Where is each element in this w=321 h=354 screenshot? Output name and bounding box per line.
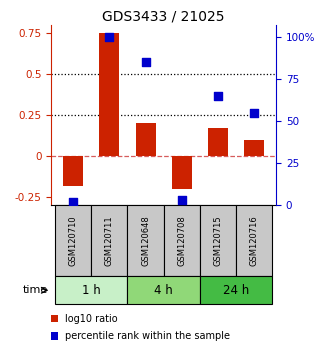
- Text: GSM120648: GSM120648: [141, 215, 150, 266]
- Point: [179, 198, 184, 203]
- Text: GSM120710: GSM120710: [69, 215, 78, 266]
- Bar: [200, 276, 273, 304]
- Text: time: time: [23, 285, 48, 295]
- Bar: [244, 140, 264, 156]
- Bar: [200, 205, 236, 276]
- Point: [143, 59, 148, 65]
- Bar: [55, 205, 91, 276]
- Bar: [127, 276, 200, 304]
- Point: [215, 93, 221, 98]
- Bar: [127, 205, 164, 276]
- Bar: [172, 156, 192, 189]
- Point: [252, 110, 257, 115]
- Bar: [100, 33, 119, 156]
- Bar: [55, 276, 127, 304]
- Text: GSM120716: GSM120716: [250, 215, 259, 266]
- Text: 24 h: 24 h: [223, 284, 249, 297]
- Title: GDS3433 / 21025: GDS3433 / 21025: [102, 10, 225, 24]
- Text: GSM120708: GSM120708: [177, 215, 186, 266]
- Text: 4 h: 4 h: [154, 284, 173, 297]
- Bar: [236, 205, 273, 276]
- Bar: [208, 128, 228, 156]
- Bar: [63, 156, 83, 185]
- Text: percentile rank within the sample: percentile rank within the sample: [65, 331, 230, 341]
- Text: GSM120715: GSM120715: [213, 215, 222, 266]
- Point: [71, 199, 76, 205]
- Point: [107, 34, 112, 39]
- Text: GSM120711: GSM120711: [105, 215, 114, 266]
- Text: 1 h: 1 h: [82, 284, 100, 297]
- Text: log10 ratio: log10 ratio: [65, 314, 117, 324]
- Bar: [164, 205, 200, 276]
- Bar: [135, 123, 156, 156]
- Bar: [91, 205, 127, 276]
